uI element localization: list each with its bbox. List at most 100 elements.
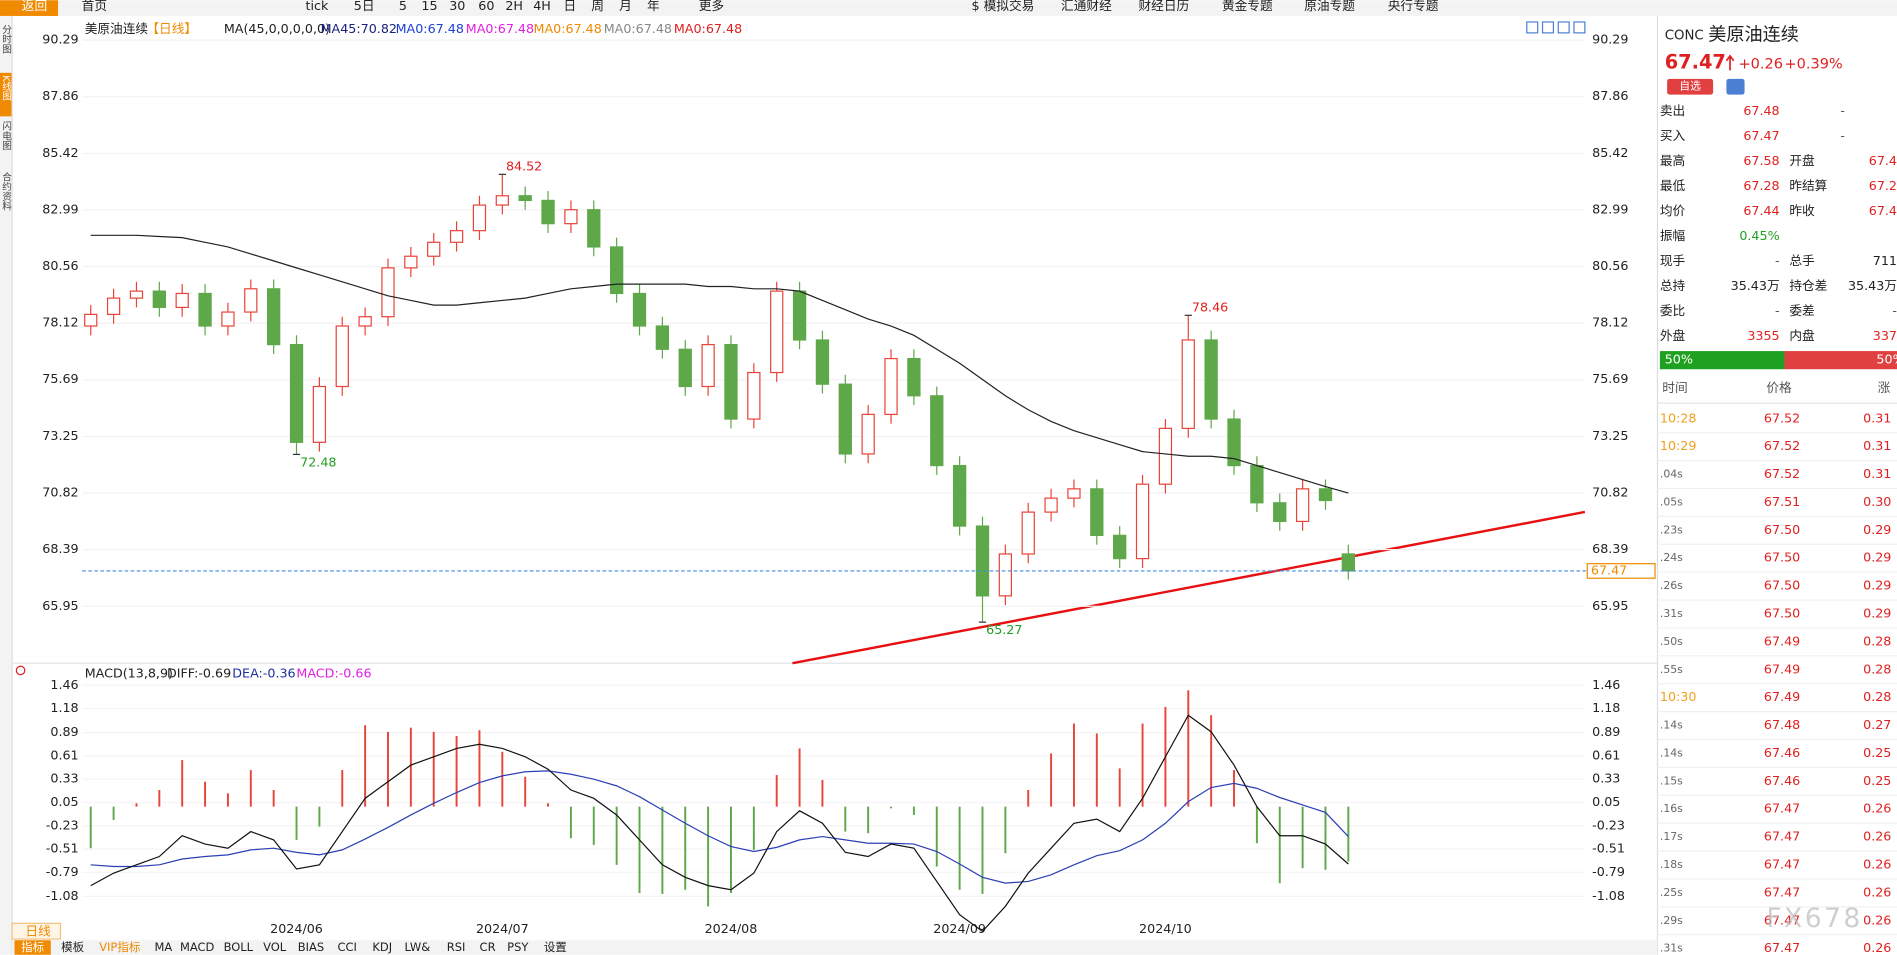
- toolbar-item[interactable]: 首页: [82, 0, 107, 13]
- indicator-tab[interactable]: PSY: [507, 940, 529, 954]
- tick-price: 67.47: [1764, 912, 1800, 927]
- buy-ratio: 50%: [1665, 352, 1693, 367]
- toolbar-item[interactable]: tick: [306, 0, 329, 13]
- candle-body: [884, 357, 898, 416]
- candle-body: [632, 292, 647, 327]
- toolbar-item[interactable]: 日: [563, 0, 576, 13]
- indicator-tab[interactable]: KDJ: [372, 940, 392, 954]
- toolbar-item[interactable]: $ 模拟交易: [972, 0, 1035, 13]
- candle-body: [152, 290, 166, 309]
- toolbar-item[interactable]: 黄金专题: [1222, 0, 1273, 13]
- toolbar-item[interactable]: 2H: [505, 0, 523, 13]
- macd-bar: [112, 806, 115, 820]
- toolbar-item[interactable]: 年: [647, 0, 660, 13]
- toolbar-item[interactable]: 15: [421, 0, 437, 13]
- indicator-tab[interactable]: 设置: [544, 940, 567, 954]
- toolbar-item[interactable]: 60: [478, 0, 494, 13]
- y-tick-label: 70.82: [42, 485, 78, 500]
- macd-bar: [1118, 768, 1121, 807]
- tool-icon[interactable]: [1541, 21, 1555, 34]
- indicator-tab[interactable]: BIAS: [298, 940, 324, 954]
- y-tick-label-right: 0.05: [1592, 794, 1620, 809]
- indicator-tab[interactable]: BOLL: [224, 940, 254, 954]
- indicator-tab[interactable]: MA: [154, 940, 172, 954]
- tick-time: 10:29: [1660, 438, 1697, 453]
- indicator-tab[interactable]: VOL: [263, 940, 287, 954]
- toolbar-item[interactable]: 汇通财经: [1061, 0, 1112, 13]
- toolbar-item[interactable]: 周: [591, 0, 604, 13]
- indicator-tab[interactable]: 指标: [21, 940, 44, 954]
- macd-bar: [1072, 723, 1075, 807]
- macd-bar: [1278, 806, 1281, 884]
- y-tick-label-right: 70.82: [1592, 485, 1628, 500]
- tick-price: 67.47: [1764, 884, 1800, 899]
- period-tab[interactable]: [11, 922, 62, 940]
- toolbar-item[interactable]: 更多: [699, 0, 724, 13]
- candle-body: [1113, 534, 1127, 560]
- toolbar-item[interactable]: 30: [449, 0, 465, 13]
- quote-value: 67.28: [1743, 178, 1779, 193]
- toolbar-item[interactable]: 财经日历: [1138, 0, 1189, 13]
- y-tick-label-right: -0.23: [1592, 817, 1625, 832]
- macd-bar: [181, 760, 184, 807]
- macd-header: MACD:-0.66: [296, 666, 371, 681]
- tick-time: .29s: [1660, 914, 1683, 927]
- side-tab[interactable]: 合约资料: [0, 172, 12, 212]
- tick-price: 67.49: [1764, 661, 1800, 676]
- toolbar-item[interactable]: 5: [399, 0, 407, 13]
- side-tab[interactable]: K线图: [0, 75, 12, 102]
- alert-button[interactable]: [1726, 78, 1745, 95]
- extreme-label: 78.46: [1192, 300, 1228, 315]
- toolbar-item[interactable]: 5日: [354, 0, 375, 13]
- macd-bar: [89, 806, 92, 849]
- macd-bar: [1324, 806, 1327, 870]
- tick-price: 67.46: [1764, 745, 1800, 760]
- toolbar-item[interactable]: 原油专题: [1304, 0, 1355, 13]
- settings-icon[interactable]: [15, 665, 26, 676]
- x-tick-label: 2024/06: [270, 921, 323, 936]
- y-tick-label: 75.69: [42, 371, 78, 386]
- indicator-tab[interactable]: 模板: [61, 940, 84, 954]
- indicator-tab[interactable]: MACD: [180, 940, 215, 954]
- candle-body: [747, 371, 761, 420]
- indicator-tab[interactable]: VIP指标: [99, 940, 140, 954]
- toolbar-item[interactable]: 月: [619, 0, 632, 13]
- tick-price: 67.48: [1764, 717, 1800, 732]
- indicator-tab[interactable]: RSI: [447, 940, 466, 954]
- tool-icon[interactable]: [1573, 21, 1586, 34]
- quote-value: 67.48: [1743, 103, 1779, 118]
- macd-bar: [890, 806, 893, 809]
- toolbar-item[interactable]: 4H: [533, 0, 551, 13]
- period-label[interactable]: 日线: [25, 923, 51, 938]
- table-header: 涨: [1878, 380, 1891, 395]
- macd-bar: [204, 781, 207, 807]
- back-button[interactable]: [0, 0, 59, 16]
- macd-bar: [1255, 806, 1258, 844]
- candle-body: [1135, 483, 1150, 560]
- x-tick-label: 2024/07: [476, 921, 529, 936]
- watch-button[interactable]: [1667, 78, 1714, 95]
- candle-body: [267, 288, 281, 346]
- tool-icon[interactable]: [1557, 21, 1570, 34]
- tick-change: 0.31: [1863, 466, 1891, 481]
- tick-price: 67.50: [1764, 606, 1800, 621]
- candle-body: [1341, 553, 1355, 572]
- toolbar-item[interactable]: 央行专题: [1388, 0, 1439, 13]
- candle-body: [701, 344, 715, 388]
- indicator-tab[interactable]: CCI: [338, 940, 357, 954]
- side-tab[interactable]: 分时图: [0, 24, 12, 54]
- candle-body: [472, 204, 487, 232]
- macd-bar: [432, 731, 435, 807]
- indicator-tab[interactable]: CR: [480, 940, 496, 954]
- watch-label[interactable]: 自选: [1679, 80, 1701, 93]
- side-tab[interactable]: 闪电图: [0, 121, 12, 151]
- y-tick-label: 80.56: [42, 258, 78, 273]
- macd-bar: [684, 806, 687, 890]
- indicator-tab[interactable]: LW&: [405, 940, 431, 954]
- back-label[interactable]: 返回: [22, 0, 47, 13]
- tool-icon[interactable]: [1526, 21, 1539, 34]
- macd-bar: [912, 806, 915, 815]
- candle-body: [449, 230, 464, 243]
- y-tick-label-right: -0.51: [1592, 841, 1625, 856]
